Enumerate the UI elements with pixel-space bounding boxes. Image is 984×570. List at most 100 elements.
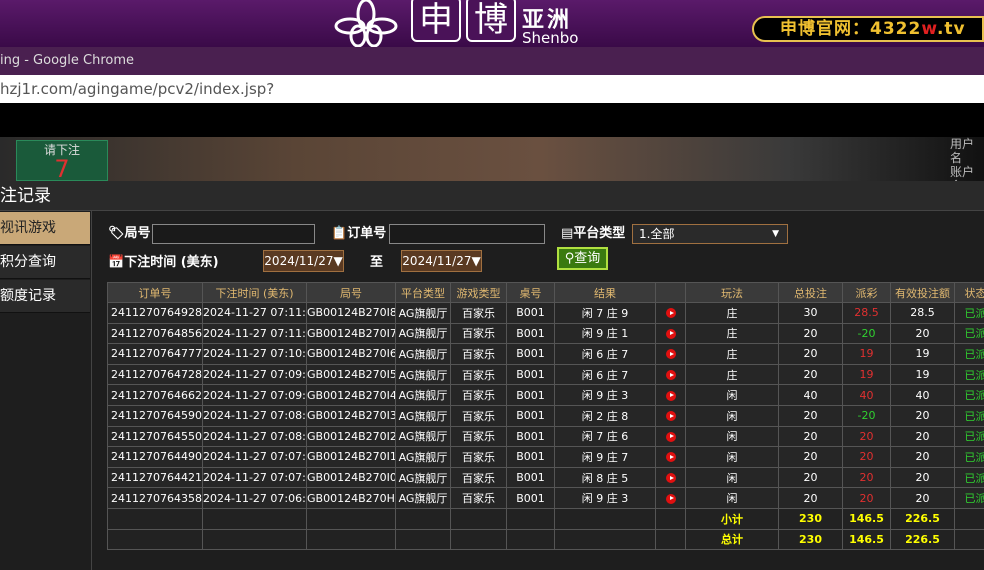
site-link[interactable]: 申博官网：4322w.tv <box>752 16 984 42</box>
cell: GB00124B270I0 <box>306 466 396 489</box>
label-text: 平台类型 <box>573 226 626 241</box>
cell: 241127076455024 <box>107 425 203 448</box>
cell: 2024-11-27 07:07:42 <box>202 446 307 468</box>
date-to[interactable]: 2024/11/27▼ <box>401 250 482 272</box>
cell: AG旗舰厅 <box>395 363 451 386</box>
play-icon-cell <box>655 322 686 345</box>
bet-panel: 请下注 7 <box>16 140 108 181</box>
record-row: 2411270764928732024-11-27 07:11:34GB0012… <box>107 302 984 324</box>
blank-cell <box>107 507 203 530</box>
banner: 申 博 亚洲 Shenbo 申博官网：4322w.tv <box>0 0 984 47</box>
cell: 40 <box>890 384 955 406</box>
cell: B001 <box>506 404 555 427</box>
column-header: 玩法 <box>685 282 779 303</box>
logo-flower <box>334 0 398 47</box>
sidebar-item[interactable]: 积分查询 <box>0 246 90 279</box>
cell: 20 <box>778 446 843 468</box>
cell: GB00124B270I5 <box>306 363 396 386</box>
column-header: 结果 <box>554 282 656 303</box>
record-row: 2411270764490612024-11-27 07:07:42GB0012… <box>107 446 984 468</box>
column-header: 订单号 <box>107 282 203 303</box>
cell: 2024-11-27 07:09:53 <box>202 363 307 386</box>
cell: 241127076477759 <box>107 343 203 365</box>
footer-cell: 230 <box>778 507 843 530</box>
cell: B001 <box>506 425 555 448</box>
cell: 闲 2 庄 8 <box>554 404 656 427</box>
blank-cell <box>306 528 396 551</box>
blank-cell <box>306 507 396 530</box>
play-icon[interactable] <box>665 431 676 442</box>
order-input[interactable] <box>389 224 545 244</box>
play-icon-cell <box>655 343 686 365</box>
cell: 241127076442122 <box>107 466 203 489</box>
cell: 40 <box>842 384 891 406</box>
cell: 庄 <box>685 322 779 345</box>
blank-cell <box>655 528 686 551</box>
column-header: 有效投注额 <box>890 282 955 303</box>
search-button[interactable]: ⚲查询 <box>557 247 608 270</box>
button-text: 查询 <box>574 251 601 266</box>
blank-cell <box>107 528 203 551</box>
cell: 庄 <box>685 363 779 386</box>
address-bar[interactable]: hzj1r.com/agingame/pcv2/index.jsp? <box>0 75 984 103</box>
play-icon[interactable] <box>665 473 676 484</box>
site-text: 申博官网：4322 <box>780 19 922 39</box>
cell: 百家乐 <box>450 302 507 324</box>
sidebar-item[interactable]: 额度记录 <box>0 280 90 313</box>
cell: 241127076459049 <box>107 404 203 427</box>
cell: 2024-11-27 07:08:15 <box>202 425 307 448</box>
play-icon[interactable] <box>665 411 676 422</box>
cell: -20 <box>842 322 891 345</box>
cell: 已派 <box>954 322 984 345</box>
play-icon[interactable] <box>665 370 676 381</box>
cell: 百家乐 <box>450 446 507 468</box>
blank-cell <box>554 528 656 551</box>
cell: 2024-11-27 07:10:20 <box>202 343 307 365</box>
cell: GB00124B270I8 <box>306 302 396 324</box>
platform-select[interactable]: 1.全部 ▼ <box>632 224 788 244</box>
cell: AG旗舰厅 <box>395 425 451 448</box>
logo-char: 博 <box>466 0 516 42</box>
cell: 20 <box>842 446 891 468</box>
cell: 闲 <box>685 384 779 406</box>
round-input[interactable] <box>152 224 315 244</box>
cell: 已派 <box>954 302 984 324</box>
cell: 20 <box>842 487 891 509</box>
cell: 241127076449061 <box>107 446 203 468</box>
cell: 241127076492873 <box>107 302 203 324</box>
site-text: w <box>921 19 937 39</box>
label-text: 局号 <box>124 226 151 241</box>
column-header: 平台类型 <box>395 282 451 303</box>
cell: B001 <box>506 466 555 489</box>
play-icon[interactable] <box>665 390 676 401</box>
cell: 40 <box>778 384 843 406</box>
subtotal-row: 小计 230 146.5 226.5 <box>107 507 984 530</box>
cell: 庄 <box>685 343 779 365</box>
column-header: 状态 <box>954 282 984 303</box>
cell: 闲 <box>685 466 779 489</box>
platform-label: ▤平台类型 <box>561 226 626 241</box>
play-icon[interactable] <box>665 452 676 463</box>
play-icon[interactable] <box>665 328 676 339</box>
select-value: 1.全部 <box>639 227 675 241</box>
record-row: 2411270764856742024-11-27 07:11:02GB0012… <box>107 322 984 345</box>
cell: B001 <box>506 446 555 468</box>
play-icon[interactable] <box>665 349 676 360</box>
cell: 闲 <box>685 425 779 448</box>
play-icon[interactable] <box>665 308 676 319</box>
column-header: 总投注 <box>778 282 843 303</box>
record-row: 2411270764662682024-11-27 07:09:20GB0012… <box>107 384 984 406</box>
sidebar-item[interactable]: 视讯游戏 <box>0 212 90 245</box>
cell: 20 <box>842 425 891 448</box>
cell: GB00124B270HZ <box>306 487 396 509</box>
cell: 百家乐 <box>450 487 507 509</box>
date-from[interactable]: 2024/11/27▼ <box>263 250 344 272</box>
play-icon[interactable] <box>665 493 676 504</box>
logo-char: 申 <box>411 0 461 42</box>
record-row: 2411270764421222024-11-27 07:07:06GB0012… <box>107 466 984 489</box>
total-row: 总计 230 146.5 226.5 <box>107 528 984 551</box>
cell: AG旗舰厅 <box>395 487 451 509</box>
record-row: 2411270764590492024-11-27 07:08:39GB0012… <box>107 404 984 427</box>
cell: 2024-11-27 07:07:06 <box>202 466 307 489</box>
